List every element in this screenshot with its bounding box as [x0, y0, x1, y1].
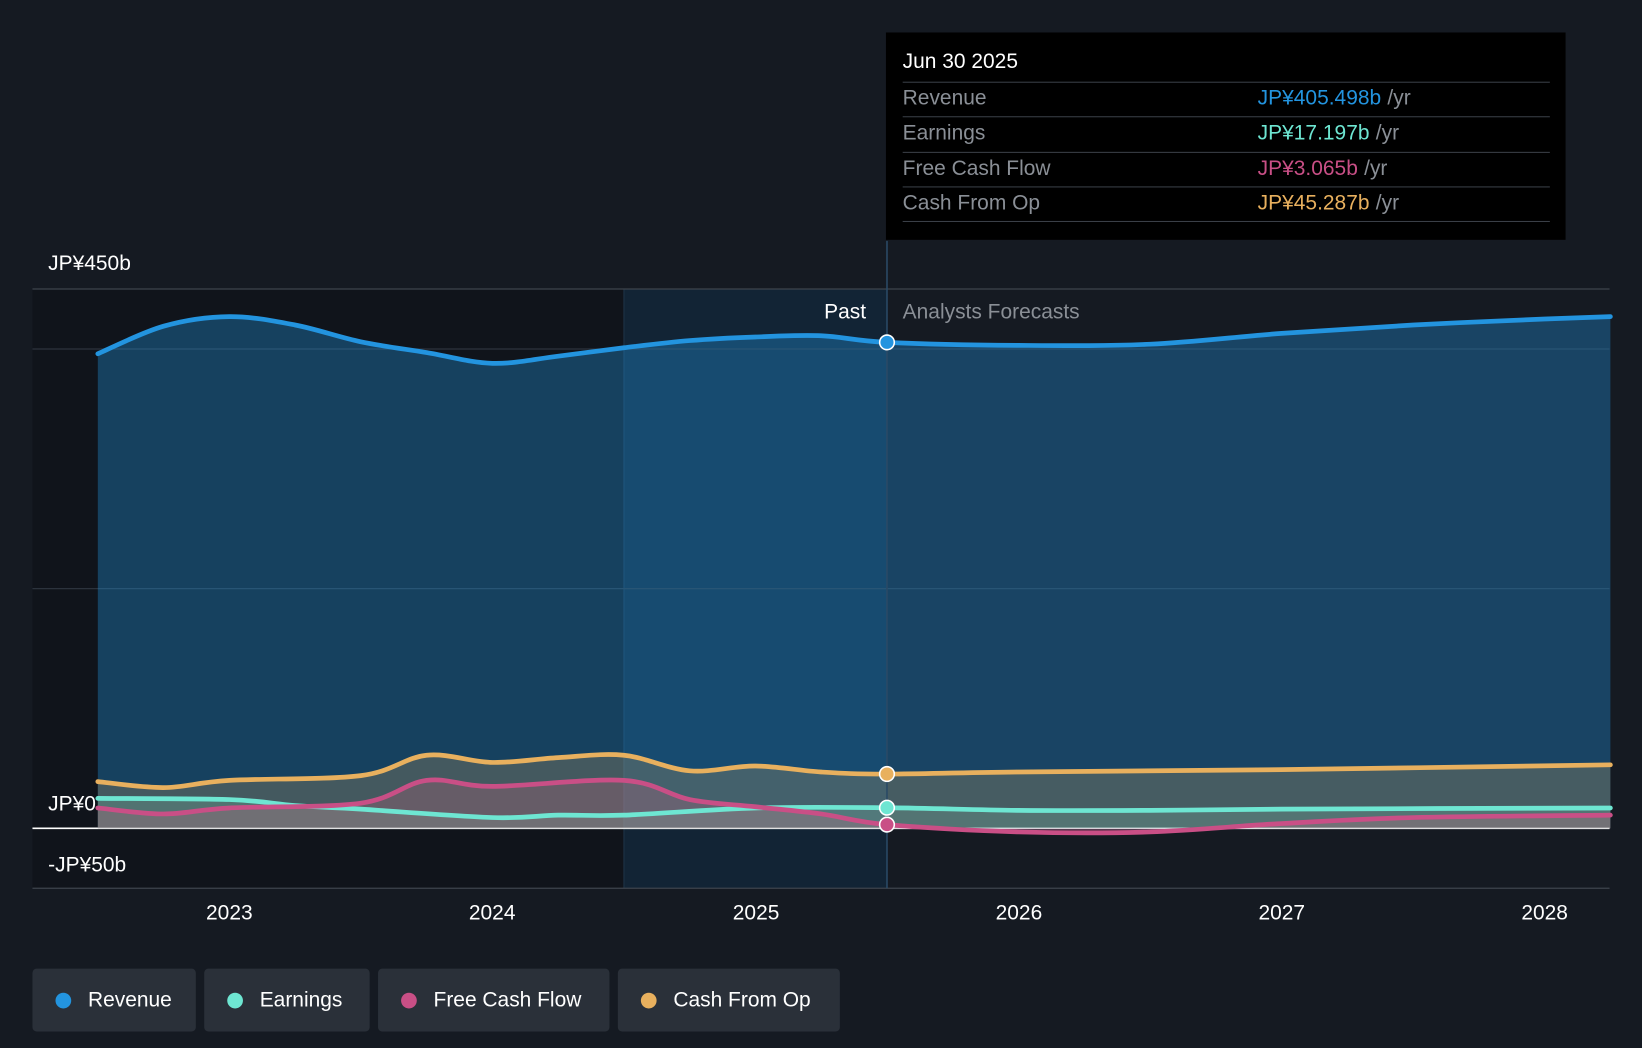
tooltip-row-cfo: Cash From Op JP¥45.287b/yr: [902, 186, 1550, 222]
tooltip-label: Free Cash Flow: [902, 157, 1051, 181]
legend-cash-from-op[interactable]: Cash From Op: [617, 968, 840, 1032]
x-tick-label: 2028: [1521, 901, 1568, 925]
tooltip-value: JP¥45.287b: [1257, 191, 1370, 215]
legend-dot-icon: [227, 992, 243, 1008]
past-label: Past: [824, 300, 867, 324]
legend-label: Cash From Op: [673, 988, 811, 1012]
marker-free-cash-flow: [878, 816, 896, 833]
legend-dot-icon: [401, 992, 417, 1008]
legend-earnings[interactable]: Earnings: [204, 968, 370, 1032]
tooltip-unit: /yr: [1375, 191, 1400, 215]
marker-revenue: [878, 334, 896, 351]
tooltip-label: Earnings: [902, 121, 986, 145]
line-revenue: [95, 314, 1613, 366]
marker-cash-from-op: [878, 765, 896, 783]
line-cash-from-op: [95, 752, 1613, 790]
x-tick-label: 2027: [1258, 901, 1306, 925]
tooltip-value: JP¥17.197b: [1257, 121, 1370, 145]
y-tick-label: -JP¥50b: [48, 853, 127, 877]
tooltip-value: JP¥405.498b: [1257, 86, 1382, 110]
x-tick-label: 2026: [995, 901, 1043, 925]
line-free-cash-flow: [95, 777, 1613, 836]
legend-label: Revenue: [87, 988, 172, 1012]
area-revenue: [97, 316, 1611, 829]
tooltip-value: JP¥3.065b: [1257, 157, 1358, 181]
divider: [902, 220, 1550, 223]
tooltip-row-fcf: Free Cash Flow JP¥3.065b/yr: [902, 151, 1550, 188]
y-tick-label: JP¥0: [48, 792, 96, 816]
legend-revenue[interactable]: Revenue: [32, 968, 196, 1032]
tooltip-unit: /yr: [1375, 121, 1400, 145]
legend-dot-icon: [640, 992, 657, 1008]
tooltip-label: Cash From Op: [902, 191, 1041, 215]
area-earnings: [97, 798, 1611, 829]
y-tick-label: JP¥450b: [48, 252, 131, 276]
tooltip-row-earnings: Earnings JP¥17.197b/yr: [902, 116, 1550, 152]
legend-label: Earnings: [259, 988, 343, 1012]
tooltip: Jun 30 2025 Revenue JP¥405.498b/yr Earni…: [885, 32, 1566, 240]
tooltip-unit: /yr: [1387, 86, 1411, 110]
forecast-label: Analysts Forecasts: [902, 300, 1080, 324]
tooltip-unit: /yr: [1364, 157, 1388, 181]
x-tick-label: 2023: [206, 901, 253, 925]
x-tick-label: 2024: [468, 901, 516, 925]
x-tick-label: 2025: [732, 901, 780, 925]
legend-dot-icon: [55, 992, 72, 1008]
legend-label: Free Cash Flow: [433, 988, 582, 1012]
legend-free-cash-flow[interactable]: Free Cash Flow: [378, 968, 610, 1032]
area-free-cash-flow: [97, 779, 1611, 833]
tooltip-row-revenue: Revenue JP¥405.498b/yr: [902, 81, 1550, 118]
tooltip-label: Revenue: [902, 86, 987, 110]
marker-earnings: [878, 799, 896, 816]
tooltip-date: Jun 30 2025: [902, 50, 1018, 74]
